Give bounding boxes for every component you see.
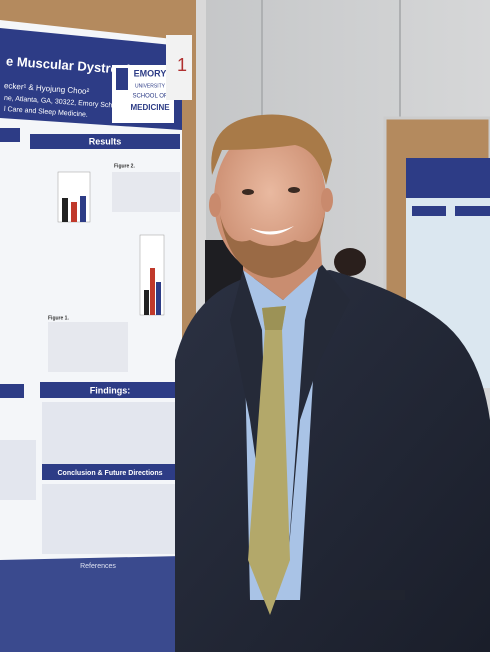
background-person: [334, 248, 366, 276]
logo-text: UNIVERSITY: [135, 83, 166, 89]
figure-bar: [156, 282, 161, 315]
eye: [242, 189, 254, 195]
figure-bar: [150, 268, 155, 315]
caption-text: [48, 322, 128, 372]
board-number: 1: [177, 55, 187, 75]
figure-caption: Figure 2.: [114, 163, 135, 169]
figure-bar: [80, 196, 86, 222]
face: [214, 126, 326, 274]
section-heading: Conclusion & Future Directions: [57, 470, 162, 477]
section-bar: [0, 384, 24, 398]
figure-bar: [62, 198, 68, 222]
section-bar: [0, 128, 20, 142]
bullet-text: [0, 440, 36, 500]
bullet-text: [42, 484, 177, 554]
section-bar: [412, 206, 446, 216]
figure-bar: [144, 290, 149, 315]
hair: [211, 114, 332, 185]
bullet-text: [42, 402, 177, 474]
section-bar: [42, 464, 177, 480]
logo-text: SCHOOL OF: [132, 94, 167, 100]
logo-text: EMORY: [134, 68, 167, 78]
eye: [288, 187, 300, 193]
section-heading: Findings:: [90, 385, 131, 395]
section-bar: [455, 206, 490, 216]
logo-text: MEDICINE: [130, 103, 170, 112]
smile: [250, 226, 294, 235]
pocket: [350, 590, 405, 600]
ear: [321, 188, 333, 212]
tie: [248, 306, 290, 615]
caption-text: [112, 172, 180, 212]
section-heading: References: [80, 563, 116, 570]
tie-knot: [262, 306, 286, 330]
figure-caption: Figure 1.: [48, 315, 69, 321]
section-bar: [40, 382, 180, 398]
figure-bar: [71, 202, 77, 222]
number-tag: [166, 35, 192, 100]
poster-header: [406, 158, 490, 198]
ear: [209, 193, 221, 217]
beard: [220, 212, 325, 278]
section-heading: Results: [89, 136, 122, 146]
poster-footer: [0, 556, 182, 652]
logo-shield: [116, 68, 128, 90]
section-bar: [30, 134, 180, 149]
lapel: [288, 262, 350, 560]
